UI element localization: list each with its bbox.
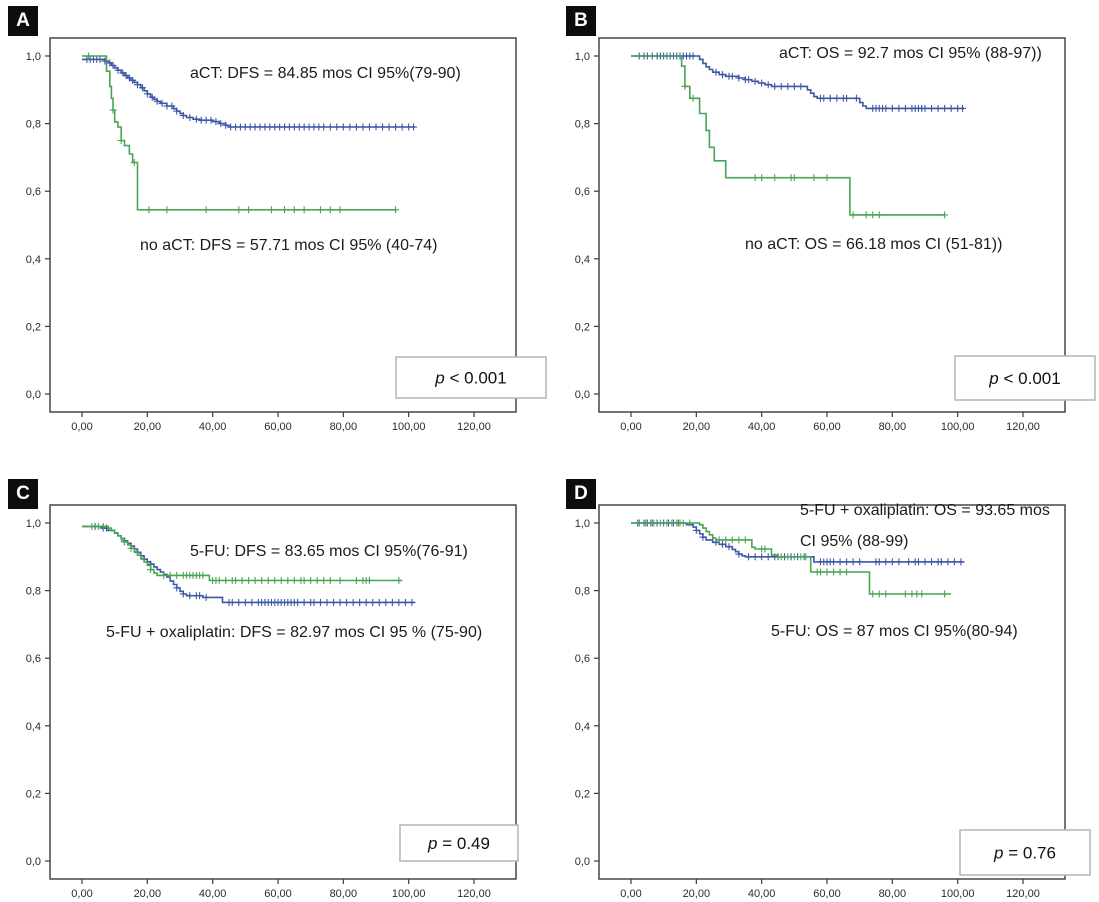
y-tick-label: 0,0 [26,856,41,868]
curve-annotation: no aCT: OS = 66.18 mos CI (51-81)) [745,236,1002,253]
x-tick-label: 0,00 [71,421,92,433]
y-tick-label: 1,0 [575,51,590,63]
plot-area: 0,00 20,00 40,00 60,00 80,00 100,00 120,00 0,0 0… [26,504,519,900]
x-tick-label: 0,00 [620,421,641,433]
plot-frame [49,504,517,880]
panel-label-c: C [8,479,38,509]
y-tick-label: 0,8 [575,119,590,131]
x-tick-label: 60,00 [264,888,292,900]
y-tick-label: 0,2 [575,788,590,800]
y-tick-label: 0,8 [575,586,590,598]
x-tick-label: 80,00 [330,421,358,433]
panel-label-a: A [8,6,38,36]
p-value-box [399,824,519,862]
curve-annotation: 5-FU: DFS = 83.65 mos CI 95%(76-91) [190,543,468,560]
x-tick-label: 80,00 [879,888,907,900]
p-value-box [395,356,547,399]
km-chart-a: 0,00 20,00 40,00 60,00 80,00 100,00 120,00 0,0 0… [26,37,547,433]
km-chart-d: 0,00 20,00 40,00 60,00 80,00 100,00 120,00 0,0 0… [575,502,1091,900]
x-tick-label: 100,00 [941,421,975,433]
y-tick-label: 0,0 [575,389,590,401]
y-tick-label: 0,2 [26,788,41,800]
km-curve-5-fu [82,525,403,582]
y-tick-label: 1,0 [26,518,41,530]
km-chart-b: 0,00 20,00 40,00 60,00 80,00 100,00 120,00 0,0 0… [575,37,1096,433]
x-tick-label: 100,00 [392,421,426,433]
x-tick-label: 40,00 [748,888,776,900]
curve-annotation: CI 95% (88-99) [800,533,909,550]
y-tick-label: 0,4 [26,254,41,266]
y-tick-label: 0,0 [575,856,590,868]
x-tick-label: 0,00 [620,888,641,900]
x-tick-label: 20,00 [134,888,162,900]
y-tick-label: 0,0 [26,389,41,401]
km-curve-5-fu [631,522,952,595]
y-tick-label: 0,6 [575,653,590,665]
panel-a: A 0,00 20,00 40,00 60,00 80,00 100,00 120,00 0,… [0,0,549,451]
plot-area: 0,00 20,00 40,00 60,00 80,00 100,00 120,00 0,0 0… [575,37,1096,433]
p-value-text: p = 0.49 [427,834,490,853]
p-value-box [954,355,1096,401]
y-tick-label: 0,6 [26,653,41,665]
x-tick-label: 60,00 [264,421,292,433]
p-value-text: p = 0.76 [993,844,1056,863]
y-tick-label: 0,6 [26,186,41,198]
panel-d: D 0,00 20,00 40,00 60,00 80,00 100,00 120,00 0,… [549,451,1099,902]
curve-annotation: 5-FU: OS = 87 mos CI 95%(80-94) [771,623,1018,640]
x-tick-label: 80,00 [879,421,907,433]
panel-b: B 0,00 20,00 40,00 60,00 80,00 100,00 120,00 0,… [549,0,1099,451]
x-tick-label: 100,00 [941,888,975,900]
x-tick-label: 60,00 [813,888,841,900]
x-tick-label: 20,00 [683,888,711,900]
curve-annotation: aCT: DFS = 84.85 mos CI 95%(79-90) [190,65,461,82]
y-tick-label: 0,4 [575,721,590,733]
plot-area: 0,00 20,00 40,00 60,00 80,00 100,00 120,00 0,0 0… [26,37,547,433]
km-curve-5-fu-oxaliplatin [82,525,416,604]
plot-frame [598,37,1066,413]
x-tick-label: 100,00 [392,888,426,900]
km-curve-no-act [82,55,396,211]
km-chart-c: 0,00 20,00 40,00 60,00 80,00 100,00 120,00 0,0 0… [26,504,519,900]
x-tick-label: 40,00 [748,421,776,433]
y-tick-label: 0,6 [575,186,590,198]
y-tick-label: 1,0 [26,51,41,63]
x-tick-label: 20,00 [134,421,162,433]
x-tick-label: 120,00 [1006,421,1040,433]
panel-c: C 0,00 20,00 40,00 60,00 80,00 100,00 120,00 0,… [0,451,549,902]
x-tick-label: 80,00 [330,888,358,900]
x-tick-label: 0,00 [71,888,92,900]
y-tick-label: 1,0 [575,518,590,530]
x-tick-label: 40,00 [199,888,227,900]
km-curve-no-act [631,55,945,216]
curve-annotation: aCT: OS = 92.7 mos CI 95% (88-97)) [779,45,1042,62]
curve-annotation: no aCT: DFS = 57.71 mos CI 95% (40-74) [140,237,437,254]
y-tick-label: 0,8 [26,119,41,131]
y-tick-label: 0,2 [26,321,41,333]
p-value-text: p < 0.001 [988,369,1060,388]
p-value-box [959,829,1091,876]
x-tick-label: 120,00 [457,888,491,900]
plot-frame [598,504,1066,880]
y-tick-label: 0,8 [26,586,41,598]
plot-frame [49,37,517,413]
y-tick-label: 0,4 [26,721,41,733]
x-tick-label: 120,00 [1006,888,1040,900]
x-tick-label: 20,00 [683,421,711,433]
x-tick-label: 120,00 [457,421,491,433]
p-value-text: p < 0.001 [434,369,506,388]
plot-area: 0,00 20,00 40,00 60,00 80,00 100,00 120,00 0,0 0… [575,502,1091,900]
x-tick-label: 40,00 [199,421,227,433]
panel-label-d: D [566,479,596,509]
x-tick-label: 60,00 [813,421,841,433]
y-tick-label: 0,4 [575,254,590,266]
curve-annotation: 5-FU + oxaliplatin: OS = 93.65 mos [800,502,1050,519]
y-tick-label: 0,2 [575,321,590,333]
curve-annotation: 5-FU + oxaliplatin: DFS = 82.97 mos CI 9… [106,624,482,641]
panel-label-b: B [566,6,596,36]
